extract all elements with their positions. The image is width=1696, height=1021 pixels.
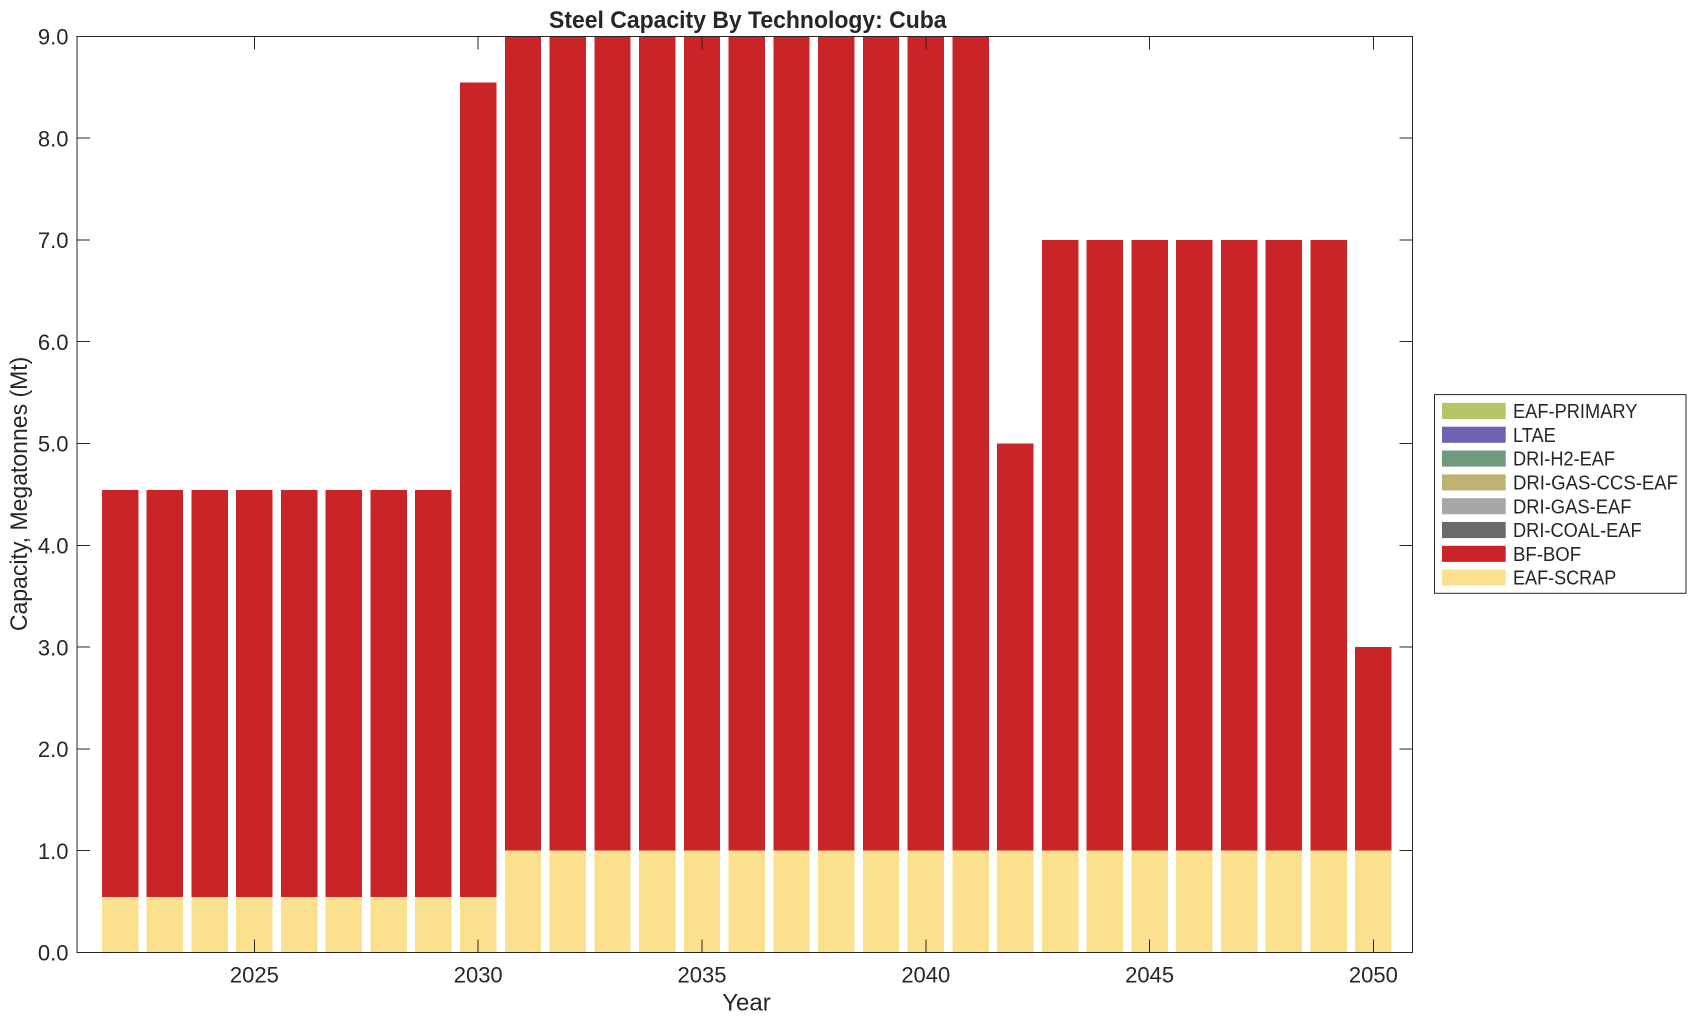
svg-text:Year: Year [722,989,771,1016]
svg-text:0.0: 0.0 [38,941,69,966]
svg-text:4.0: 4.0 [38,534,69,559]
svg-text:5.0: 5.0 [38,432,69,457]
svg-text:DRI-GAS-EAF: DRI-GAS-EAF [1513,496,1632,518]
svg-text:Steel Capacity By Technology:: Steel Capacity By Technology: Cuba [549,7,947,34]
svg-text:8.0: 8.0 [38,126,69,151]
svg-text:BF-BOF: BF-BOF [1513,544,1581,566]
svg-text:2.0: 2.0 [38,737,69,762]
svg-text:2025: 2025 [230,962,279,987]
svg-text:2045: 2045 [1125,962,1174,987]
svg-text:DRI-COAL-EAF: DRI-COAL-EAF [1513,520,1642,542]
svg-text:2050: 2050 [1349,962,1398,987]
svg-text:EAF-PRIMARY: EAF-PRIMARY [1513,401,1637,423]
svg-text:EAF-SCRAP: EAF-SCRAP [1513,568,1616,590]
svg-text:9.0: 9.0 [38,25,69,50]
svg-text:3.0: 3.0 [38,635,69,660]
svg-text:DRI-GAS-CCS-EAF: DRI-GAS-CCS-EAF [1513,473,1678,495]
svg-text:2040: 2040 [901,962,950,987]
svg-text:1.0: 1.0 [38,839,69,864]
svg-text:2030: 2030 [454,962,503,987]
svg-text:Capacity, Megatonnes (Mt): Capacity, Megatonnes (Mt) [6,357,33,632]
svg-text:LTAE: LTAE [1513,425,1556,447]
svg-text:7.0: 7.0 [38,228,69,253]
svg-text:DRI-H2-EAF: DRI-H2-EAF [1513,449,1615,471]
svg-text:6.0: 6.0 [38,330,69,355]
svg-text:2035: 2035 [678,962,727,987]
